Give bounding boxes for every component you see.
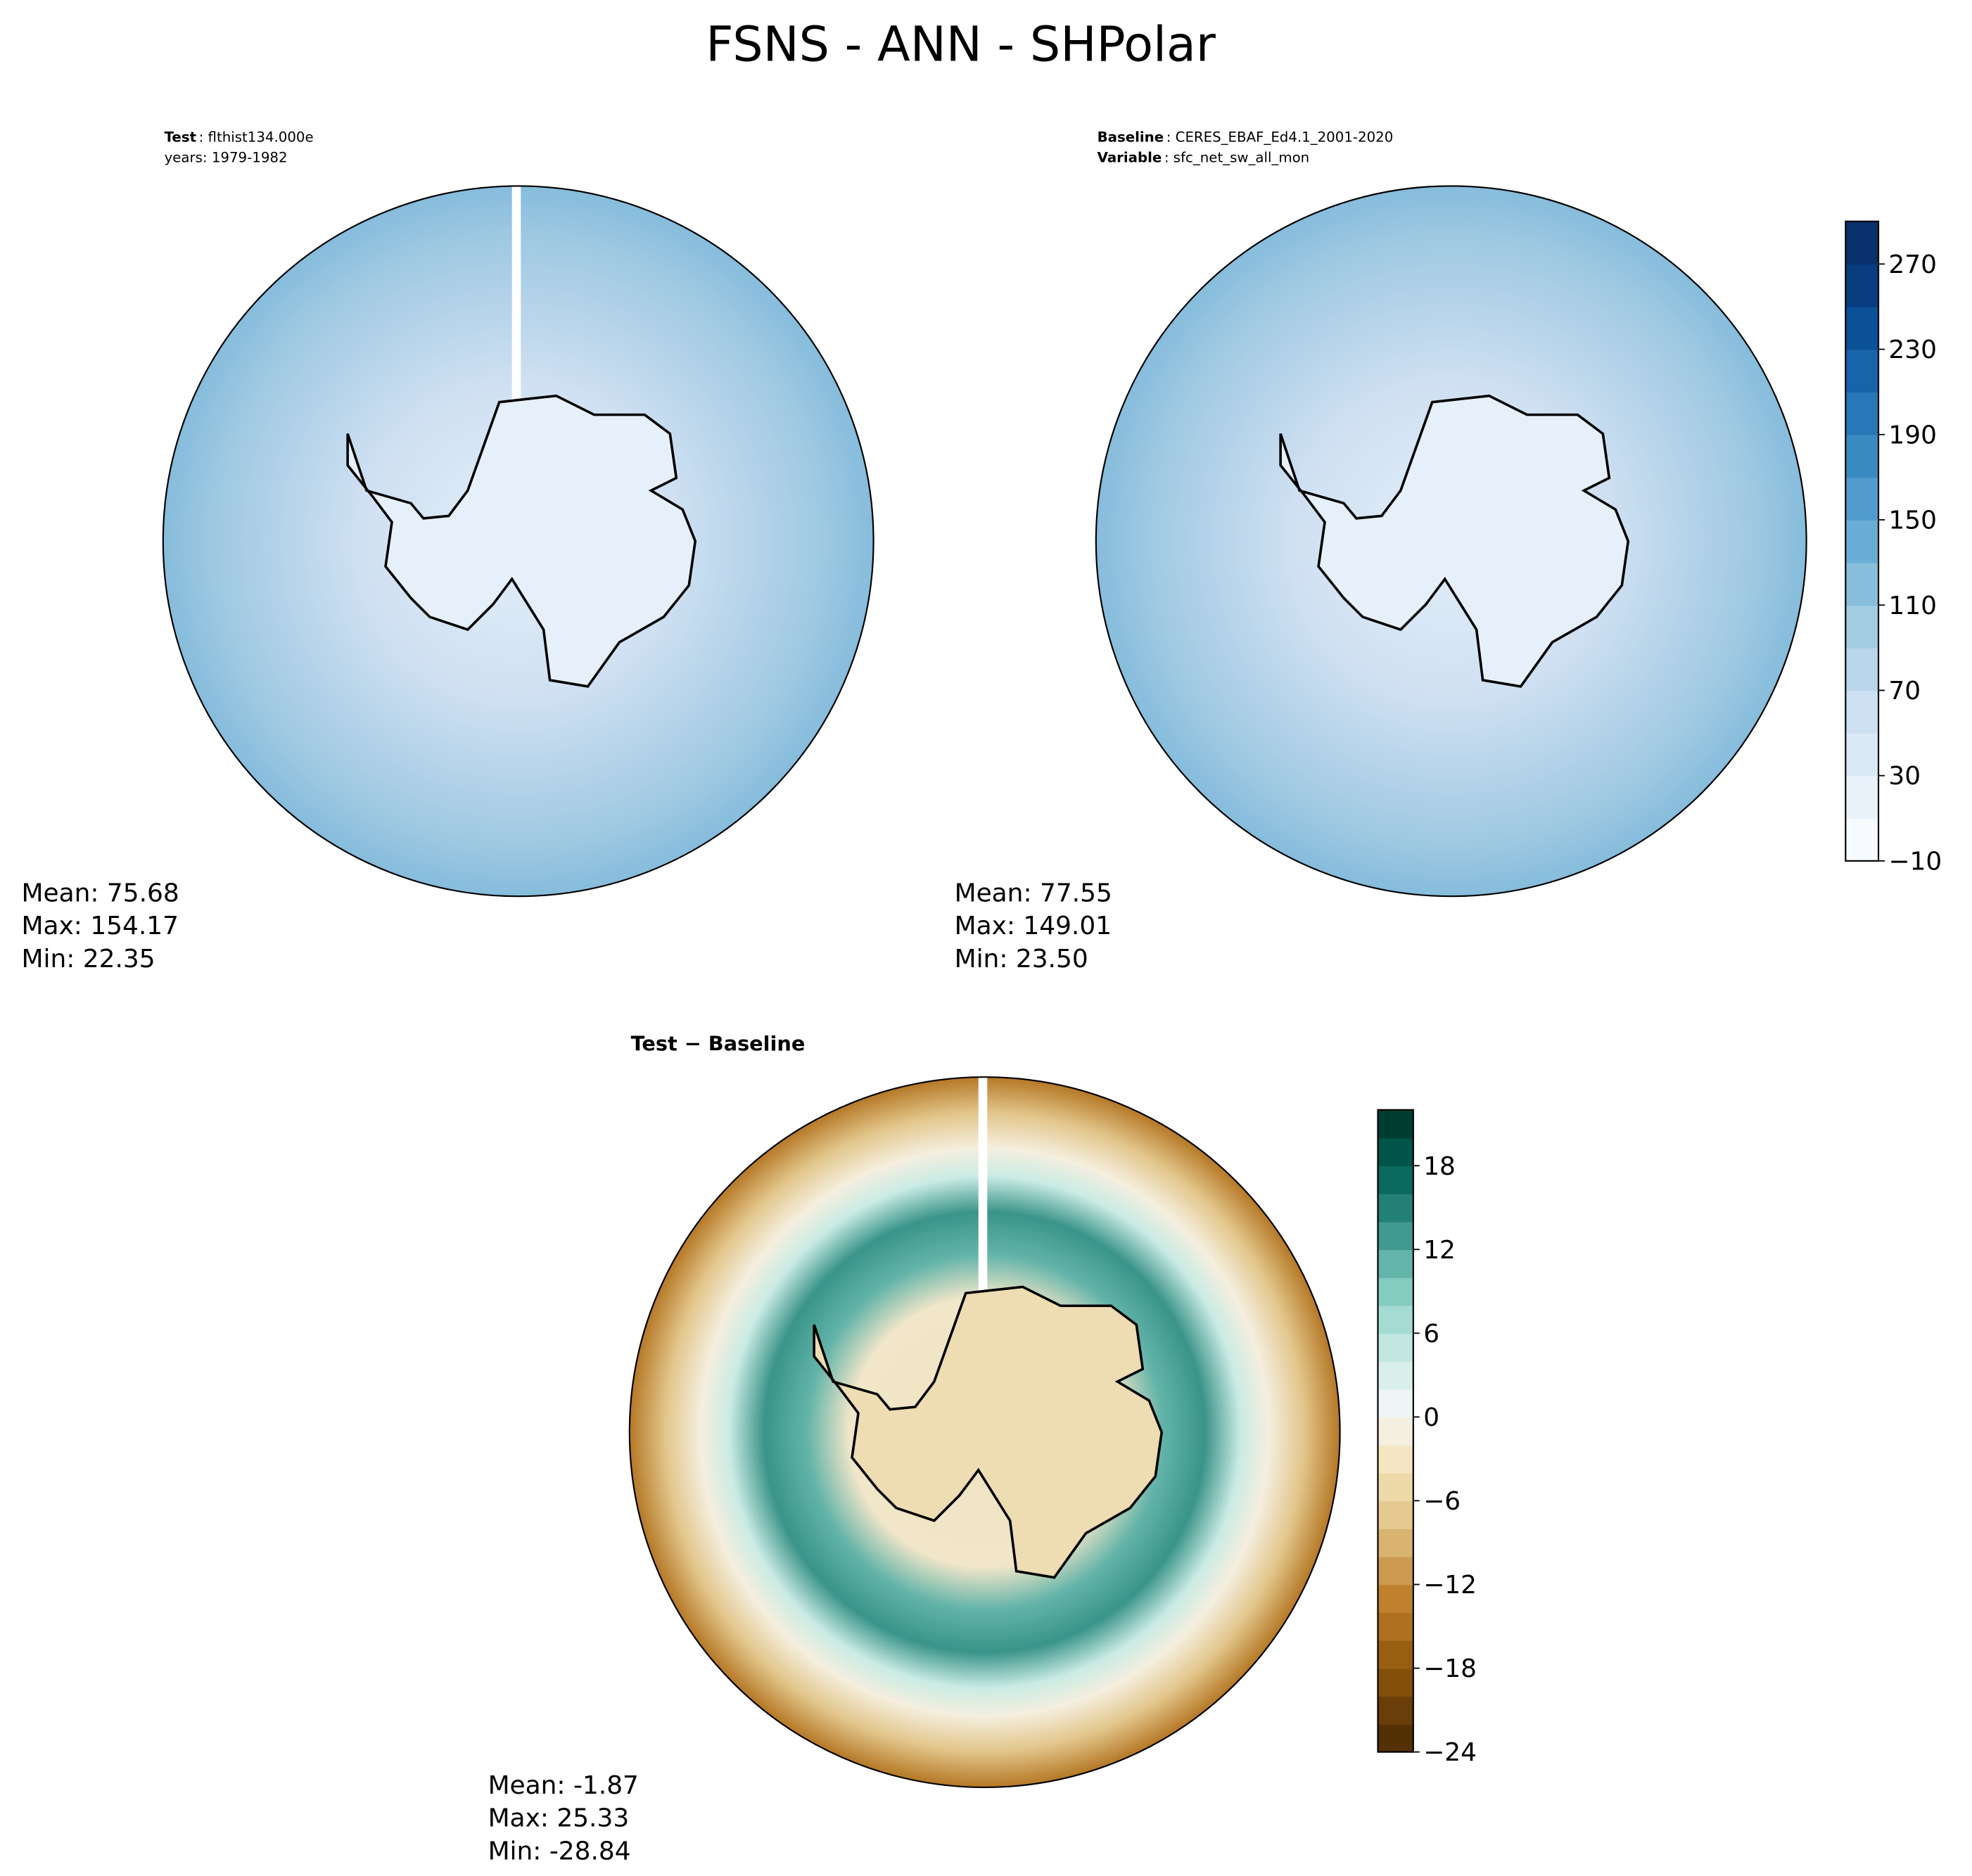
colorbar-band: [1845, 562, 1879, 606]
coastline: [1279, 394, 1630, 688]
stat-line: Min: -28.84: [488, 1837, 631, 1865]
map-boundary: [162, 185, 874, 898]
colorbar-tick-label: 110: [1888, 592, 1937, 620]
colorbar-band: [1845, 818, 1879, 862]
panel-title-label: Test: [165, 129, 196, 146]
map-panel: [162, 185, 874, 898]
panel-title-label: Test − Baseline: [631, 1031, 806, 1055]
colorbar-band: [1378, 1584, 1413, 1614]
panel-subtitle: : sfc_net_sw_all_mon: [1164, 149, 1309, 165]
colorbar-band: [1845, 306, 1879, 350]
colorbar-band: [1378, 1109, 1413, 1139]
colorbar-band: [1845, 605, 1879, 649]
colorbar-band: [1378, 1500, 1413, 1530]
colorbar-band: [1378, 1472, 1413, 1502]
colorbar-tick-label: 6: [1423, 1320, 1439, 1348]
colorbar-frame: [1377, 1109, 1414, 1753]
colorbar-band: [1378, 1137, 1413, 1167]
colorbar-tick-label: 12: [1423, 1236, 1456, 1265]
panel-title: : CERES_EBAF_Ed4.1_2001-2020: [1166, 129, 1394, 146]
stat-line: Max: 149.01: [955, 912, 1112, 940]
colorbar-tick-label: 150: [1888, 506, 1937, 535]
colorbar-band: [1378, 1612, 1413, 1641]
colorbar-band: [1845, 775, 1879, 819]
colorbar-band: [1845, 477, 1879, 521]
colorbar-tick-label: 0: [1423, 1403, 1439, 1432]
map-boundary: [1095, 185, 1807, 898]
map-panel: [1095, 185, 1807, 898]
colorbar-band: [1378, 1445, 1413, 1474]
colorbar-band: [1378, 1361, 1413, 1390]
colorbar-tick-label: 70: [1888, 677, 1921, 706]
colorbar-band: [1845, 733, 1879, 777]
colorbar-band: [1378, 1249, 1413, 1278]
colorbar-tick-label: 30: [1888, 762, 1921, 791]
colorbar-band: [1378, 1417, 1413, 1446]
colorbar-band: [1845, 349, 1879, 393]
colorbar-band: [1378, 1333, 1413, 1362]
stat-line: Min: 23.50: [955, 945, 1088, 974]
colorbar-tick-label: 18: [1423, 1152, 1456, 1181]
colorbar-tick-label: 230: [1888, 336, 1937, 364]
colorbar-tick-label: −18: [1423, 1654, 1477, 1683]
stat-line: Mean: -1.87: [488, 1771, 639, 1800]
stat-line: Max: 154.17: [22, 912, 179, 940]
colorbar-band: [1378, 1696, 1413, 1725]
colorbar-band: [1378, 1221, 1413, 1251]
map-boundary: [628, 1076, 1341, 1789]
stat-line: Mean: 77.55: [955, 879, 1112, 907]
colorbar-band: [1378, 1529, 1413, 1557]
colorbar-band: [1378, 1556, 1413, 1585]
panel-subtitle-label: Variable: [1098, 149, 1162, 165]
coastline: [346, 394, 697, 688]
stat-line: Mean: 75.68: [22, 879, 179, 907]
stat-line: Min: 22.35: [22, 945, 155, 974]
colorbar-band: [1378, 1166, 1413, 1194]
suptitle: FSNS - ANN - SHPolar: [706, 18, 1216, 73]
colorbar-tick-label: −10: [1888, 847, 1942, 876]
colorbar-band: [1845, 392, 1879, 435]
colorbar-band: [1845, 520, 1879, 563]
colorbar-frame: [1845, 220, 1880, 862]
colorbar-band: [1378, 1277, 1413, 1306]
colorbar-band: [1378, 1723, 1413, 1753]
colorbar-tick-label: −12: [1423, 1571, 1477, 1600]
colorbar-tick-label: −6: [1423, 1487, 1461, 1516]
colorbar-band: [1845, 647, 1879, 691]
colorbar-band: [1378, 1640, 1413, 1669]
colorbar-band: [1378, 1668, 1413, 1697]
panel-title: : flthist134.000e: [199, 129, 314, 146]
coastline: [813, 1285, 1164, 1579]
colorbar-tick-label: 270: [1888, 250, 1937, 279]
colorbar-band: [1845, 434, 1879, 478]
colorbar-band: [1378, 1193, 1413, 1223]
colorbar-band: [1845, 690, 1879, 734]
stat-line: Max: 25.33: [488, 1804, 630, 1833]
colorbar-tick-label: 190: [1888, 421, 1937, 449]
map-panel: [628, 1076, 1341, 1789]
colorbar-tick-label: −24: [1423, 1738, 1477, 1767]
colorbar-band: [1845, 221, 1879, 265]
colorbar-band: [1378, 1389, 1413, 1418]
colorbar-band: [1378, 1305, 1413, 1334]
panel-subtitle: years: 1979-1982: [165, 149, 288, 165]
colorbar-band: [1845, 264, 1879, 307]
panel-title-label: Baseline: [1098, 129, 1164, 146]
